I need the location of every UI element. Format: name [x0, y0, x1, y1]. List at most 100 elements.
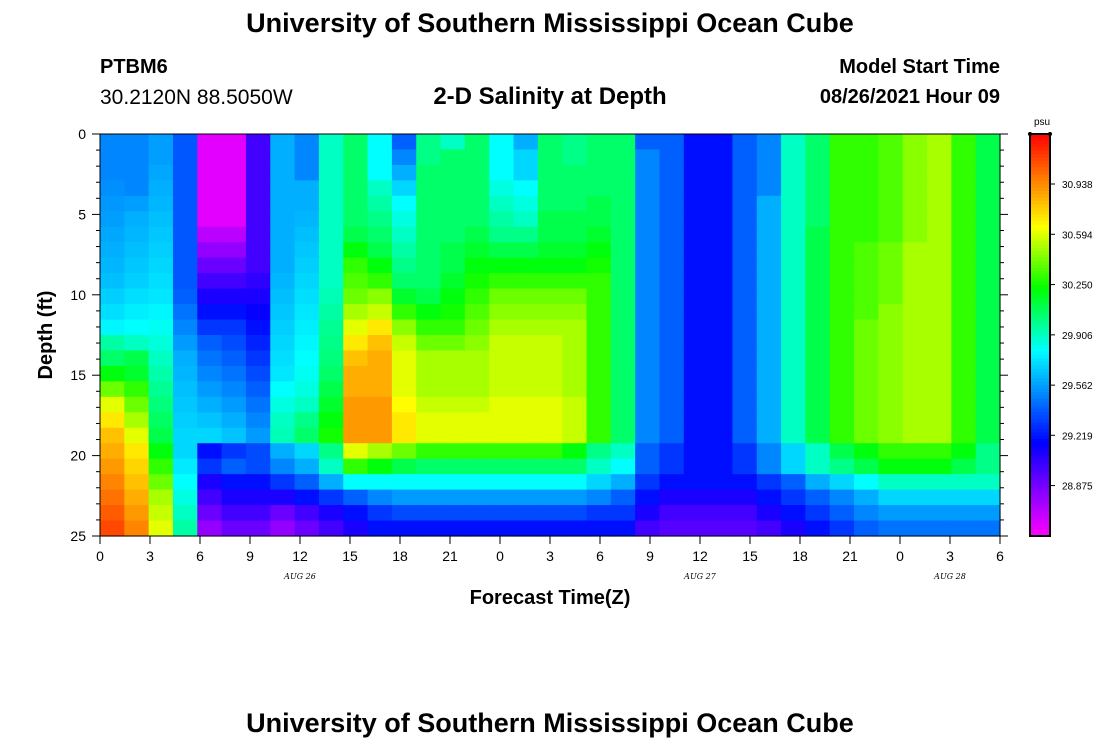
heatmap-cell — [829, 273, 855, 290]
heatmap-cell — [829, 226, 855, 243]
heatmap-cell — [197, 365, 223, 382]
heatmap-cell — [148, 319, 174, 336]
heatmap-cell — [416, 134, 442, 151]
heatmap-cell — [318, 304, 344, 321]
colorbar-swatch — [1030, 147, 1050, 152]
heatmap-cell — [927, 458, 952, 475]
heatmap-cell — [245, 489, 271, 506]
heatmap-cell — [586, 412, 612, 429]
colorbar-swatch — [1030, 489, 1050, 494]
heatmap-cell — [854, 335, 879, 352]
heatmap-cell — [124, 211, 150, 228]
heatmap-cell — [172, 273, 198, 290]
heatmap-cell — [805, 149, 831, 166]
heatmap-cell — [391, 365, 417, 382]
heatmap-cell — [367, 365, 393, 382]
heatmap-cell — [683, 195, 709, 212]
heatmap-cell — [197, 335, 223, 352]
colorbar-swatch — [1030, 314, 1050, 319]
heatmap-cell — [513, 134, 539, 151]
heatmap-cell — [829, 520, 855, 537]
heatmap-cell — [464, 242, 490, 259]
heatmap-cell — [854, 180, 879, 197]
heatmap-cell — [440, 164, 466, 181]
heatmap-cell — [805, 211, 831, 228]
heatmap-cell — [489, 195, 515, 212]
heatmap-cell — [975, 288, 1001, 305]
heatmap-cell — [489, 149, 515, 166]
heatmap-cell — [464, 365, 490, 382]
heatmap-cell — [854, 288, 879, 305]
heatmap-cell — [367, 489, 393, 506]
heatmap-cell — [489, 458, 515, 475]
heatmap-cell — [148, 242, 174, 259]
heatmap-cell — [513, 335, 539, 352]
heatmap-cell — [100, 474, 125, 491]
colorbar-swatch — [1030, 495, 1050, 500]
heatmap-cell — [610, 489, 636, 506]
heatmap-cell — [270, 520, 296, 537]
heatmap-cell — [878, 365, 904, 382]
heatmap-cell — [878, 180, 904, 197]
heatmap-cell — [489, 396, 515, 413]
colorbar-swatch — [1030, 442, 1050, 447]
heatmap-cell — [100, 443, 125, 460]
colorbar-swatch — [1030, 381, 1050, 386]
heatmap-cell — [854, 474, 879, 491]
heatmap-cell — [245, 443, 271, 460]
heatmap-cell — [902, 350, 928, 367]
heatmap-cell — [537, 489, 563, 506]
heatmap-cell — [537, 304, 563, 321]
heatmap-cell — [124, 319, 150, 336]
heatmap-cell — [148, 288, 174, 305]
heatmap-cell — [781, 257, 806, 274]
heatmap-cell — [902, 443, 928, 460]
heatmap-cell — [927, 257, 952, 274]
colorbar-swatch — [1030, 291, 1050, 296]
heatmap-cell — [294, 412, 320, 429]
heatmap-cell — [781, 149, 806, 166]
heatmap-cell — [635, 164, 661, 181]
heatmap-cell — [537, 520, 563, 537]
heatmap-cell — [708, 242, 734, 259]
heatmap-cell — [367, 427, 393, 444]
heatmap-cell — [197, 134, 223, 151]
heatmap-cell — [464, 211, 490, 228]
heatmap-cell — [927, 335, 952, 352]
heatmap-cell — [610, 505, 636, 522]
y-tick-label: 25 — [70, 528, 86, 544]
heatmap-cell — [343, 335, 369, 352]
heatmap-cell — [659, 427, 685, 444]
heatmap-cell — [659, 412, 685, 429]
heatmap-cell — [781, 288, 806, 305]
heatmap-cell — [270, 180, 296, 197]
y-tick-label: 10 — [70, 287, 86, 303]
colorbar-swatch — [1030, 308, 1050, 313]
x-tick-label: 15 — [742, 548, 758, 564]
heatmap-cell — [635, 396, 661, 413]
heatmap-cell — [878, 489, 904, 506]
heatmap-cell — [245, 180, 271, 197]
colorbar-tick-label: 29.562 — [1062, 381, 1093, 392]
heatmap-cell — [343, 180, 369, 197]
heatmap-cell — [100, 149, 125, 166]
heatmap-cell — [294, 134, 320, 151]
heatmap-cell — [927, 288, 952, 305]
plot-title: 2-D Salinity at Depth — [433, 83, 667, 110]
heatmap-cell — [854, 273, 879, 290]
heatmap-cell — [732, 520, 758, 537]
heatmap-cell — [318, 226, 344, 243]
heatmap-cell — [489, 520, 515, 537]
heatmap-cell — [221, 350, 247, 367]
date-labels: AUG 26 AUG 27 AUG 28 — [283, 572, 966, 581]
heatmap-cell — [562, 304, 588, 321]
colorbar-swatch — [1030, 197, 1050, 202]
x-tick-label: 21 — [842, 548, 858, 564]
heatmap-cell — [245, 226, 271, 243]
colorbar-swatch — [1030, 311, 1050, 316]
heatmap-cell — [975, 505, 1001, 522]
colorbar-swatch — [1030, 177, 1050, 182]
heatmap-cell — [343, 226, 369, 243]
colorbar-swatch — [1030, 469, 1050, 473]
heatmap-cell — [513, 365, 539, 382]
